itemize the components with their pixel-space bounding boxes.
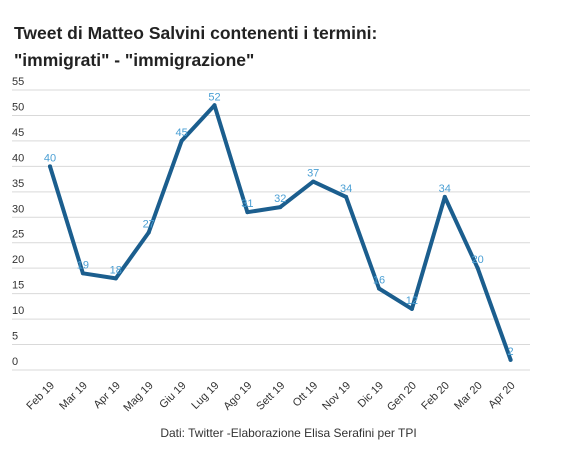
data-label: 45 xyxy=(175,127,187,139)
data-point xyxy=(508,357,513,362)
data-label: 19 xyxy=(77,259,89,271)
y-tick-label: 35 xyxy=(12,178,24,190)
y-tick-label: 15 xyxy=(12,280,24,292)
data-point xyxy=(278,205,283,210)
y-tick-label: 20 xyxy=(12,254,24,266)
x-tick-label: Sett 19 xyxy=(254,380,287,413)
data-label: 31 xyxy=(241,198,253,210)
data-label: 34 xyxy=(439,183,451,195)
x-tick-label: Feb 19 xyxy=(24,380,57,413)
data-point xyxy=(113,276,118,281)
chart-title: Tweet di Matteo Salvini contenenti i ter… xyxy=(14,20,564,74)
data-point xyxy=(377,286,381,291)
x-tick-label: Giu 19 xyxy=(157,380,188,411)
line-chart: 0 5 10 15 20 25 30 35 40 45 50 55 Feb 19 Mar 19 Apr 19… xyxy=(12,76,530,414)
data-point xyxy=(475,266,480,271)
y-tick-label: 30 xyxy=(12,203,24,215)
data-label: 34 xyxy=(340,183,352,195)
data-label: 52 xyxy=(208,91,220,103)
data-point xyxy=(409,306,414,311)
data-label: 18 xyxy=(110,264,122,276)
data-label: 12 xyxy=(406,295,418,307)
y-tick-label: 0 xyxy=(12,356,18,368)
data-point xyxy=(80,271,85,276)
data-label: 40 xyxy=(44,152,56,164)
data-label: 16 xyxy=(373,275,385,287)
data-point xyxy=(245,210,250,215)
data-point xyxy=(48,164,52,169)
y-tick-label: 5 xyxy=(12,331,18,343)
y-tick-label: 10 xyxy=(12,305,24,317)
data-point xyxy=(146,230,151,235)
x-tick-label: Mag 19 xyxy=(121,380,155,414)
data-label: 37 xyxy=(307,168,319,180)
y-tick-label: 40 xyxy=(12,152,24,164)
x-tick-label: Gen 20 xyxy=(385,380,419,414)
y-tick-label: 45 xyxy=(12,127,24,139)
chart-title-line-1: Tweet di Matteo Salvini contenenti i ter… xyxy=(14,23,378,43)
data-point xyxy=(179,138,184,143)
x-tick-label: Mar 20 xyxy=(452,380,485,413)
x-tick-label: Lug 19 xyxy=(189,380,221,412)
y-tick-label: 50 xyxy=(12,101,24,113)
source-note: Dati: Twitter -Elaborazione Elisa Serafi… xyxy=(160,426,417,440)
data-point xyxy=(212,103,217,108)
x-tick-label: Apr 19 xyxy=(92,380,123,411)
data-point xyxy=(311,179,316,184)
x-tick-label: Apr 20 xyxy=(486,380,517,411)
data-label: 2 xyxy=(508,346,514,358)
x-tick-label: Ago 19 xyxy=(221,380,254,413)
series-line xyxy=(48,103,513,362)
y-tick-label: 55 xyxy=(12,76,24,88)
data-label: 32 xyxy=(274,193,286,205)
chart-title-line-2: "immigrati" - "immigrazione" xyxy=(14,50,255,70)
x-tick-label: Nov 19 xyxy=(320,380,353,413)
x-tick-label: Ott 19 xyxy=(291,380,321,410)
data-label: 27 xyxy=(143,219,155,231)
x-tick-label: Mar 19 xyxy=(57,380,90,413)
x-tick-label: Feb 20 xyxy=(419,380,452,413)
data-point xyxy=(442,194,447,199)
data-point xyxy=(344,194,349,199)
y-tick-label: 25 xyxy=(12,229,24,241)
data-label: 20 xyxy=(472,254,484,266)
x-tick-label: Dic 19 xyxy=(356,380,387,411)
